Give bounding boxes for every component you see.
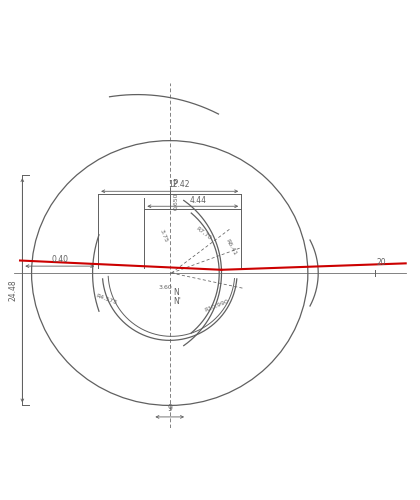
Text: P: P <box>173 180 178 188</box>
Text: 9: 9 <box>167 404 172 413</box>
Text: 12.42: 12.42 <box>168 180 190 189</box>
Text: N: N <box>174 288 179 297</box>
Text: 3.75: 3.75 <box>158 229 168 244</box>
Text: N': N' <box>174 298 181 306</box>
Text: 0,650: 0,650 <box>174 193 179 210</box>
Text: R6.41: R6.41 <box>225 238 238 257</box>
Text: 3.60: 3.60 <box>158 286 172 290</box>
Text: R7,70: R7,70 <box>195 225 213 240</box>
Text: R4.573: R4.573 <box>95 294 117 306</box>
Text: R10,990: R10,990 <box>204 298 230 312</box>
Text: 0.40: 0.40 <box>52 255 69 264</box>
Text: 4.44: 4.44 <box>190 196 207 205</box>
Text: 24.48: 24.48 <box>9 280 18 301</box>
Text: 20: 20 <box>377 258 386 268</box>
